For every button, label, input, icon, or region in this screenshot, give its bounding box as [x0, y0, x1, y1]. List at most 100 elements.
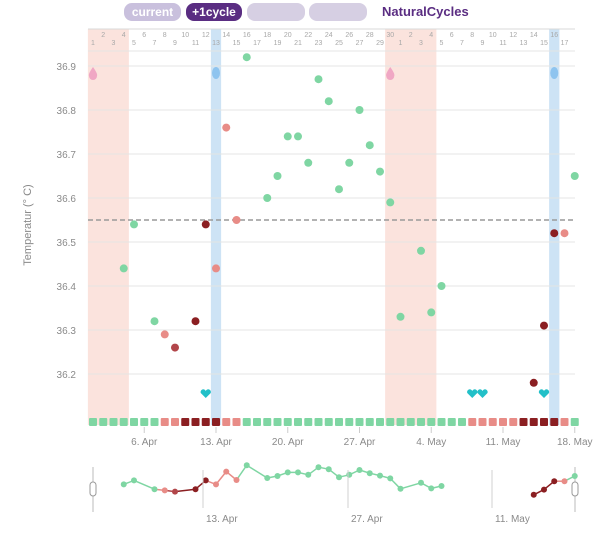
navigator-point: [264, 475, 271, 481]
temperature-point: [242, 53, 251, 62]
day-of-month-label: 8: [163, 32, 167, 39]
temperature-point: [427, 308, 436, 317]
cycle-day-label: 13: [520, 40, 528, 47]
navigator-line: [328, 468, 340, 478]
day-status-square: [529, 418, 538, 426]
cycle-option-button[interactable]: [247, 3, 305, 21]
temperature-point: [540, 321, 548, 330]
navigator-line: [420, 482, 432, 490]
temperature-point: [386, 198, 395, 207]
day-status-square: [304, 418, 313, 426]
day-status-square: [386, 418, 395, 426]
bands: [87, 29, 560, 425]
day-of-month-label: 18: [263, 32, 271, 39]
temperature-point: [335, 185, 343, 194]
temperature-point: [294, 132, 302, 141]
day-status-square: [560, 418, 569, 426]
temperature-point: [119, 264, 128, 273]
cycle-day-label: 3: [419, 40, 423, 47]
navigator-point: [274, 473, 281, 479]
day-status-square: [314, 418, 323, 426]
y-axis-label: Temperatur (° C): [22, 184, 34, 265]
temperature-point: [150, 317, 159, 326]
cycle-day-label: 1: [91, 40, 95, 47]
y-tick-label: 36.7: [57, 150, 77, 161]
navigator-line: [318, 466, 329, 470]
y-tick-label: 36.6: [57, 194, 77, 205]
day-of-month-label: 12: [509, 32, 517, 39]
navigator-point: [561, 478, 568, 485]
navigator-point: [172, 488, 178, 495]
ovulation-drop-icon: [550, 67, 559, 79]
temperature-point: [396, 312, 405, 321]
day-of-month-label: 10: [181, 32, 189, 39]
day-of-month-label: 8: [470, 32, 474, 39]
navigator-point: [192, 486, 199, 493]
temperature-point: [222, 123, 231, 132]
temperature-point: [263, 194, 272, 202]
navigator-date-label: 11. May: [495, 514, 530, 525]
day-status-square: [406, 418, 415, 426]
temperature-point: [160, 330, 169, 339]
data-points: [119, 53, 579, 387]
brand-title: NaturalCycles: [382, 4, 469, 19]
period-band: [87, 29, 129, 425]
day-status-square: [89, 418, 97, 426]
day-status-square: [488, 418, 497, 426]
day-status-square: [232, 418, 241, 426]
navigator-line: [379, 474, 391, 480]
current-cycle-button[interactable]: current: [124, 3, 181, 21]
navigator-right-handle: [571, 481, 579, 497]
cycle-day-label: 3: [112, 40, 116, 47]
y-tick-label: 36.9: [57, 62, 77, 73]
navigator-line: [277, 471, 288, 477]
temperature-point: [560, 229, 569, 238]
temperature-point: [212, 264, 220, 273]
cycle-day-label: 5: [132, 40, 136, 47]
y-tick-label: 36.5: [57, 238, 77, 249]
navigator-point: [202, 477, 209, 484]
navigator-line: [297, 471, 309, 476]
cycle-day-label: 11: [499, 40, 506, 47]
cycle-day-label: 17: [253, 40, 261, 47]
navigator-line: [195, 479, 207, 490]
fertile-hearts: [200, 389, 550, 398]
temperature-point: [437, 282, 446, 290]
navigator-point: [295, 469, 301, 476]
grid: [88, 28, 575, 375]
day-status-square: [242, 418, 251, 426]
y-tick-label: 36.4: [57, 282, 77, 293]
navigator-line: [235, 464, 248, 481]
day-of-month-label: 16: [550, 32, 558, 39]
navigator-point: [131, 477, 137, 484]
heart-icon: [467, 389, 478, 398]
navigator-point: [223, 468, 230, 475]
day-of-month-label: 16: [243, 32, 251, 39]
heart-icon: [200, 389, 211, 398]
date-tick-label: 20. Apr: [272, 437, 304, 448]
navigator-line: [215, 471, 227, 485]
day-status-square: [345, 418, 354, 426]
day-status-square: [509, 418, 518, 426]
navigator-point: [387, 475, 394, 482]
cycle-day-label: 23: [315, 40, 323, 47]
day-of-month-label: 10: [489, 32, 497, 39]
navigator-line: [133, 479, 155, 490]
temperature-point: [365, 141, 374, 150]
plus-one-cycle-button[interactable]: +1cycle: [186, 3, 242, 21]
day-of-month-label: 2: [101, 32, 105, 39]
cycle-option-button[interactable]: [309, 3, 367, 21]
cycle-day-label: 13: [212, 40, 220, 47]
temperature-point: [550, 229, 559, 238]
day-status-square: [294, 418, 302, 426]
day-status-square: [222, 418, 231, 426]
cycle-day-label: 7: [460, 40, 464, 47]
day-of-month-label: 24: [325, 32, 333, 39]
navigator-point: [530, 491, 537, 498]
navigator-line: [348, 469, 360, 476]
day-status-square: [427, 418, 436, 426]
navigator-line: [564, 475, 576, 482]
day-status-square: [191, 418, 200, 426]
navigator-left-handle: [89, 481, 97, 497]
cycle-day-label: 5: [440, 40, 444, 47]
